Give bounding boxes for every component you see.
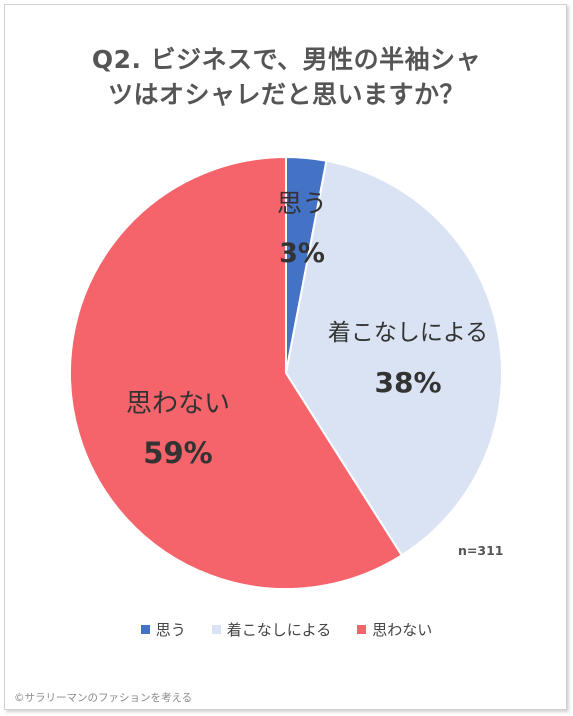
legend-swatch-omou <box>140 625 150 634</box>
slice-label-omowanai: 思わない <box>126 389 230 419</box>
pie-slices <box>68 155 503 590</box>
chart-title-line-1: Q2. ビジネスで、男性の半袖シャ <box>91 45 482 74</box>
slice-label-kikonashi: 着こなしによる <box>328 320 488 346</box>
copyright-note: ©サラリーマンのファションを考える <box>14 692 193 704</box>
sample-size-note: n=311 <box>458 543 503 558</box>
legend-label-omowanai: 思わない <box>372 621 433 639</box>
slice-value-omou: 3% <box>279 238 325 269</box>
legend-swatch-omowanai <box>357 625 367 634</box>
pie-labels: 思う 3% 着こなしによる 38% 思わない 59% <box>126 189 488 470</box>
slice-value-omowanai: 59% <box>143 436 212 470</box>
pie-slice-omowanai <box>68 155 404 590</box>
legend-label-omou: 思う <box>155 621 186 639</box>
legend-item-omou: 思う <box>140 619 186 640</box>
legend-swatch-kikonashi <box>211 625 221 634</box>
chart-title: Q2. ビジネスで、男性の半袖シャ ツはオシャレだと思いますか？ <box>0 42 573 112</box>
slice-value-kikonashi: 38% <box>374 366 441 399</box>
chart-title-line-2: ツはオシャレだと思いますか？ <box>107 80 465 109</box>
legend-label-kikonashi: 着こなしによる <box>226 621 332 639</box>
legend-item-kikonashi: 着こなしによる <box>211 619 332 640</box>
slice-label-omou: 思う <box>277 189 327 218</box>
legend-item-omowanai: 思わない <box>357 619 432 640</box>
chart-legend: 思う 着こなしによる 思わない <box>0 619 573 640</box>
